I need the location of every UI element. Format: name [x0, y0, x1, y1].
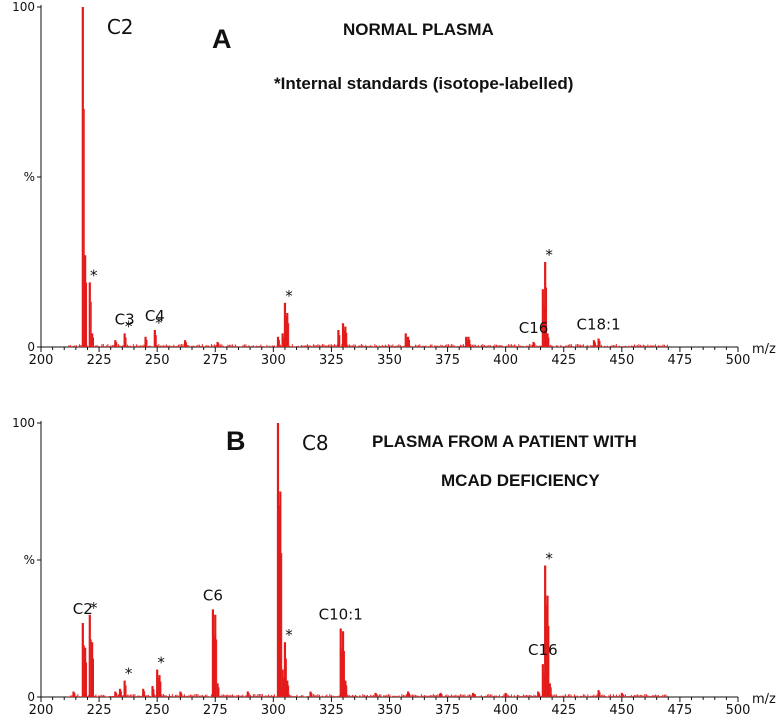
asterisk-marker: *	[157, 654, 165, 672]
x-tick-label: 250	[145, 353, 170, 368]
y-tick-label: 100	[12, 0, 35, 14]
asterisk-marker: *	[90, 599, 98, 617]
y-tick-label: 0	[27, 340, 35, 354]
peak-labels: C2 C3 C4 C16 C18:1	[107, 15, 621, 337]
x-tick-label: 300	[261, 353, 286, 368]
peak-label: C3	[115, 310, 135, 328]
y-tick-label: 0	[27, 690, 35, 704]
y-tick-label: %	[24, 170, 35, 184]
x-tick-label: 350	[377, 703, 402, 715]
asterisk-marker: *	[545, 549, 553, 567]
x-tick-label: 225	[87, 353, 112, 368]
peak-label: C16	[519, 319, 549, 337]
peak-label: C2	[107, 15, 134, 39]
x-tick-label: 400	[493, 353, 518, 368]
x-tick-label: 375	[435, 703, 460, 715]
x-tick-label: 200	[29, 703, 54, 715]
x-tick-label: 450	[609, 703, 634, 715]
peaks	[72, 423, 624, 697]
x-tick-label: 475	[668, 353, 693, 368]
peak-labels: C2 C6 C8 C10:1 C16	[73, 431, 558, 659]
y-tick-label: %	[24, 553, 35, 567]
x-tick-label: 325	[319, 353, 344, 368]
asterisk-marker: *	[285, 626, 293, 644]
panel-a-xlabel: m/z	[752, 342, 776, 357]
internal-standard-markers: * * * * *	[90, 549, 553, 682]
panel-b: B PLASMA FROM A PATIENT WITH MCAD DEFICI…	[12, 416, 776, 715]
peak-label: C4	[145, 307, 165, 325]
panel-a-subtitle: *Internal standards (isotope-labelled)	[274, 74, 573, 93]
x-tick-label: 325	[319, 703, 344, 715]
panel-b-title: PLASMA FROM A PATIENT WITH	[372, 432, 637, 451]
panel-b-letter: B	[226, 426, 246, 456]
x-tick-label: 425	[551, 353, 576, 368]
panel-b-plot: 0% 100 200 225 250 275 300 325 350 375 400 425 450 47…	[12, 416, 750, 715]
peak-label: C16	[528, 641, 558, 659]
panel-b-xlabel: m/z	[752, 692, 776, 707]
x-tick-label: 275	[203, 703, 228, 715]
internal-standard-markers: * * * * *	[90, 246, 553, 335]
x-tick-label: 500	[726, 353, 751, 368]
x-tick-label: 450	[609, 353, 634, 368]
x-tick-label: 475	[668, 703, 693, 715]
x-tick-label: 275	[203, 353, 228, 368]
x-tick-label: 425	[551, 703, 576, 715]
asterisk-marker: *	[125, 665, 133, 683]
asterisk-marker: *	[155, 314, 163, 332]
x-tick-label: 350	[377, 353, 402, 368]
panel-a-letter: A	[212, 24, 232, 54]
peak-label: C6	[203, 586, 223, 604]
peak-label: C10:1	[319, 606, 363, 624]
panel-b-subtitle: MCAD DEFICIENCY	[441, 471, 600, 490]
asterisk-marker: *	[90, 266, 98, 284]
peak-label: C8	[302, 431, 329, 455]
peaks	[81, 7, 601, 347]
panel-a: A NORMAL PLASMA *Internal standards (iso…	[12, 0, 776, 368]
x-tick-label: 400	[493, 703, 518, 715]
x-tick-label: 250	[145, 703, 170, 715]
x-tick-label: 225	[87, 703, 112, 715]
asterisk-marker: *	[545, 246, 553, 264]
y-tick-label: 100	[12, 416, 35, 430]
x-tick-label: 500	[726, 703, 751, 715]
x-tick-label: 375	[435, 353, 460, 368]
axes: 0% 100 200 225 250 275 300 325 350 375 400 425 450 47…	[12, 416, 750, 715]
peak-label: C2	[73, 600, 93, 618]
peak-label: C18:1	[577, 316, 621, 334]
panel-a-plot: 0% 100 200 225 250 275 300 325 350 375 400 425 450 47…	[12, 0, 750, 368]
asterisk-marker: *	[285, 287, 293, 305]
panel-a-title: NORMAL PLASMA	[343, 20, 494, 39]
x-tick-label: 200	[29, 353, 54, 368]
asterisk-marker: *	[125, 317, 133, 335]
x-tick-label: 300	[261, 703, 286, 715]
